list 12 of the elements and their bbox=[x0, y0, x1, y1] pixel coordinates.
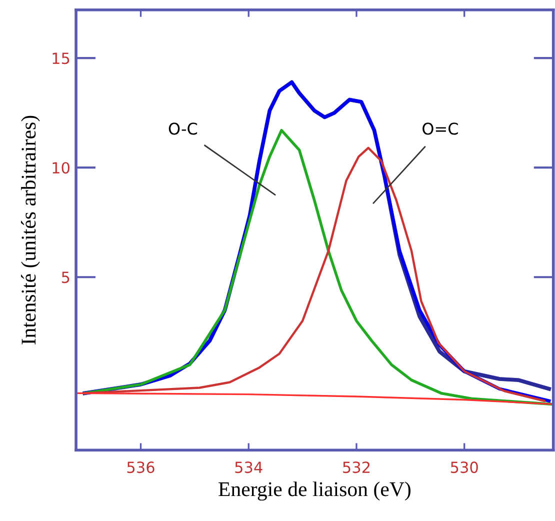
x-tick-label: 534 bbox=[235, 462, 262, 474]
y-tick-label: 15 bbox=[52, 52, 70, 64]
annotation: O-C bbox=[168, 122, 198, 135]
annotation: O=C bbox=[422, 122, 458, 135]
y-tick-label: 5 bbox=[62, 272, 70, 284]
y-tick-label: 10 bbox=[52, 162, 70, 174]
x-tick-label: 532 bbox=[343, 462, 370, 474]
line-series bbox=[76, 392, 554, 405]
y-axis-title: Intensité (unités arbitraires) bbox=[21, 116, 40, 344]
x-axis-title: Energie de liaison (eV) bbox=[218, 482, 410, 501]
x-tick-label: 530 bbox=[450, 462, 478, 474]
x-tick-label: 536 bbox=[127, 462, 154, 474]
